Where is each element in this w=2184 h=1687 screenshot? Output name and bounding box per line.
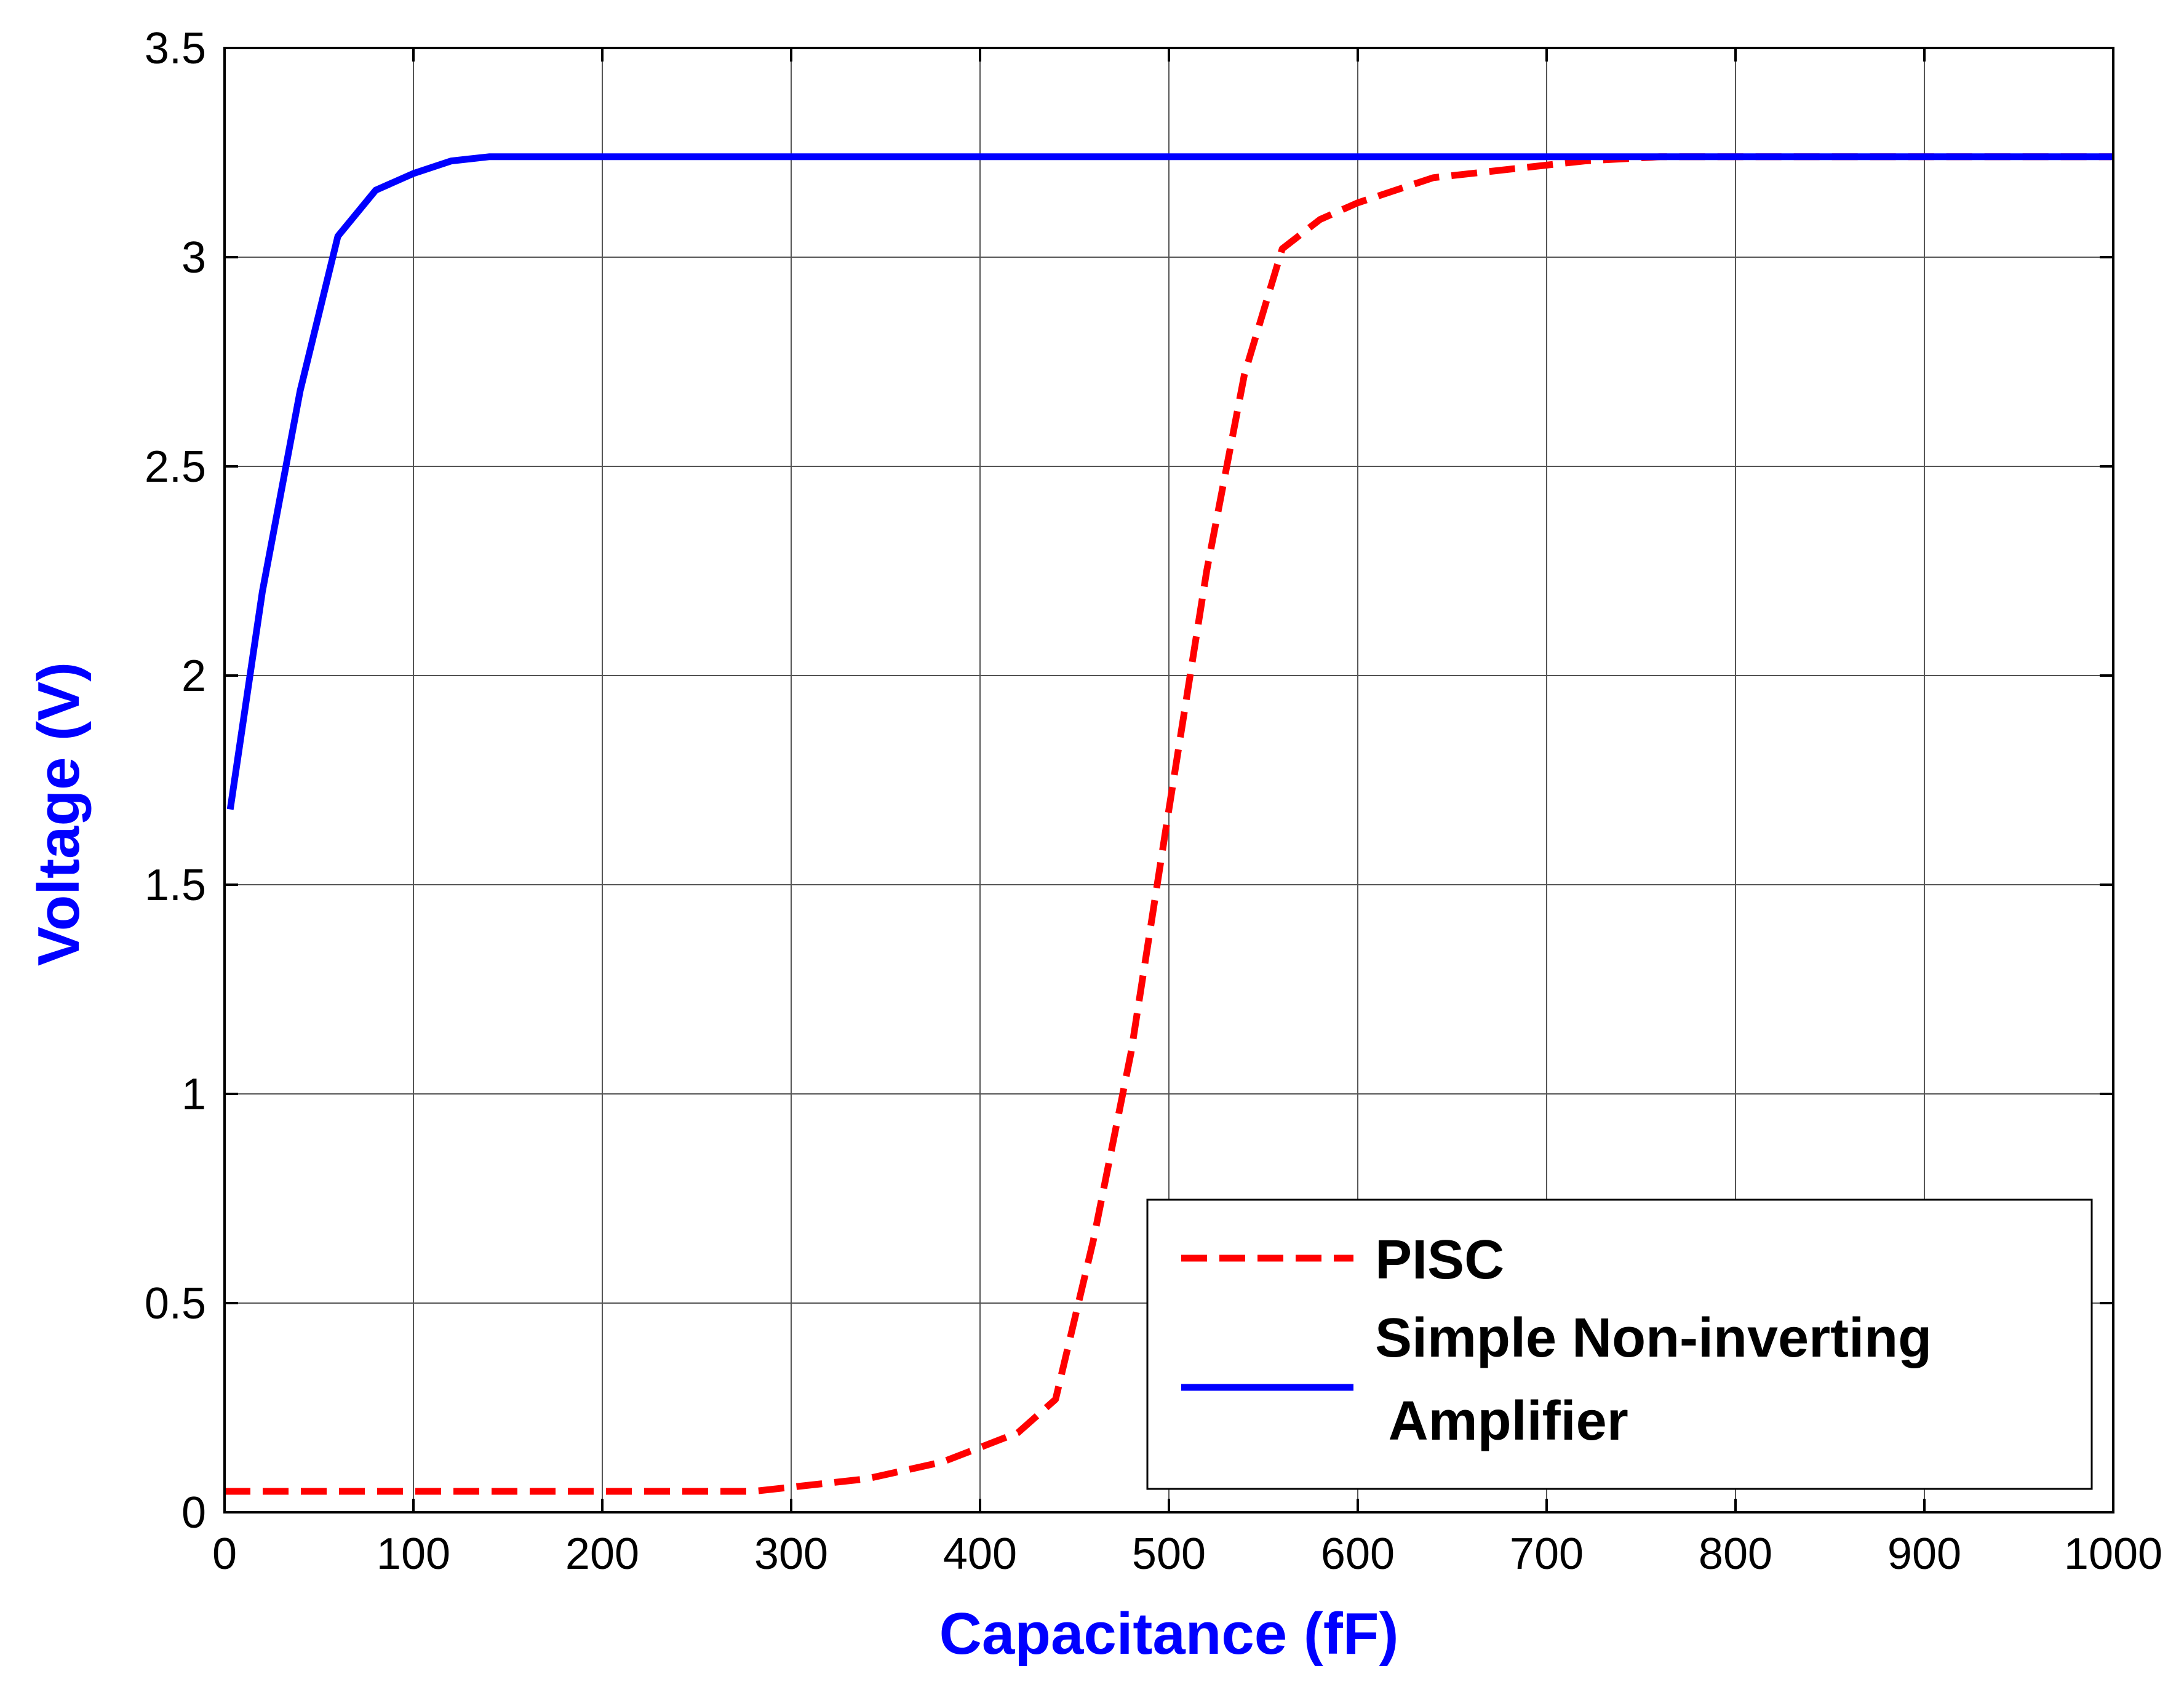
x-tick-label: 400	[943, 1529, 1017, 1579]
legend-label: PISC	[1375, 1229, 1504, 1291]
x-tick-label: 800	[1699, 1529, 1772, 1579]
x-tick-label: 1000	[2064, 1529, 2162, 1579]
y-tick-label: 0.5	[145, 1279, 206, 1328]
x-tick-label: 200	[565, 1529, 639, 1579]
series-line-pisc	[225, 153, 2113, 1495]
y-tick-labels: 0 0.5 1 1.5 2 2.5 3 3.5	[145, 24, 206, 1537]
y-axis-title: Voltage (V)	[26, 662, 92, 966]
ticks	[223, 47, 2114, 1514]
series-layer	[225, 153, 2113, 1495]
x-tick-label: 900	[1887, 1529, 1961, 1579]
x-tick-label: 300	[754, 1529, 828, 1579]
y-tick-label: 3	[181, 233, 206, 282]
x-tick-label: 600	[1321, 1529, 1395, 1579]
x-tick-label: 700	[1510, 1529, 1584, 1579]
x-tick-label: 500	[1132, 1529, 1206, 1579]
legend-label: Amplifier	[1375, 1390, 1628, 1452]
y-tick-label: 1	[181, 1070, 206, 1119]
y-tick-label: 2	[181, 652, 206, 701]
legend-box	[1146, 1198, 2093, 1490]
x-tick-label: 100	[377, 1529, 450, 1579]
y-tick-label: 1.5	[145, 861, 206, 910]
x-tick-label: 0	[212, 1529, 237, 1579]
legend: PISC Simple Non-inverting Amplifier	[1146, 1198, 2093, 1490]
y-tick-label: 3.5	[145, 24, 206, 73]
x-axis-title: Capacitance (fF)	[939, 1601, 1399, 1667]
y-tick-label: 0	[181, 1488, 206, 1537]
series-line-simple-non-inverting-amplifier	[226, 153, 2113, 810]
legend-label: Simple Non-inverting	[1375, 1307, 1932, 1369]
y-tick-label: 2.5	[145, 442, 206, 492]
x-tick-labels: 0 100 200 300 400 500 600 700 800 900 1000	[212, 1529, 2162, 1579]
